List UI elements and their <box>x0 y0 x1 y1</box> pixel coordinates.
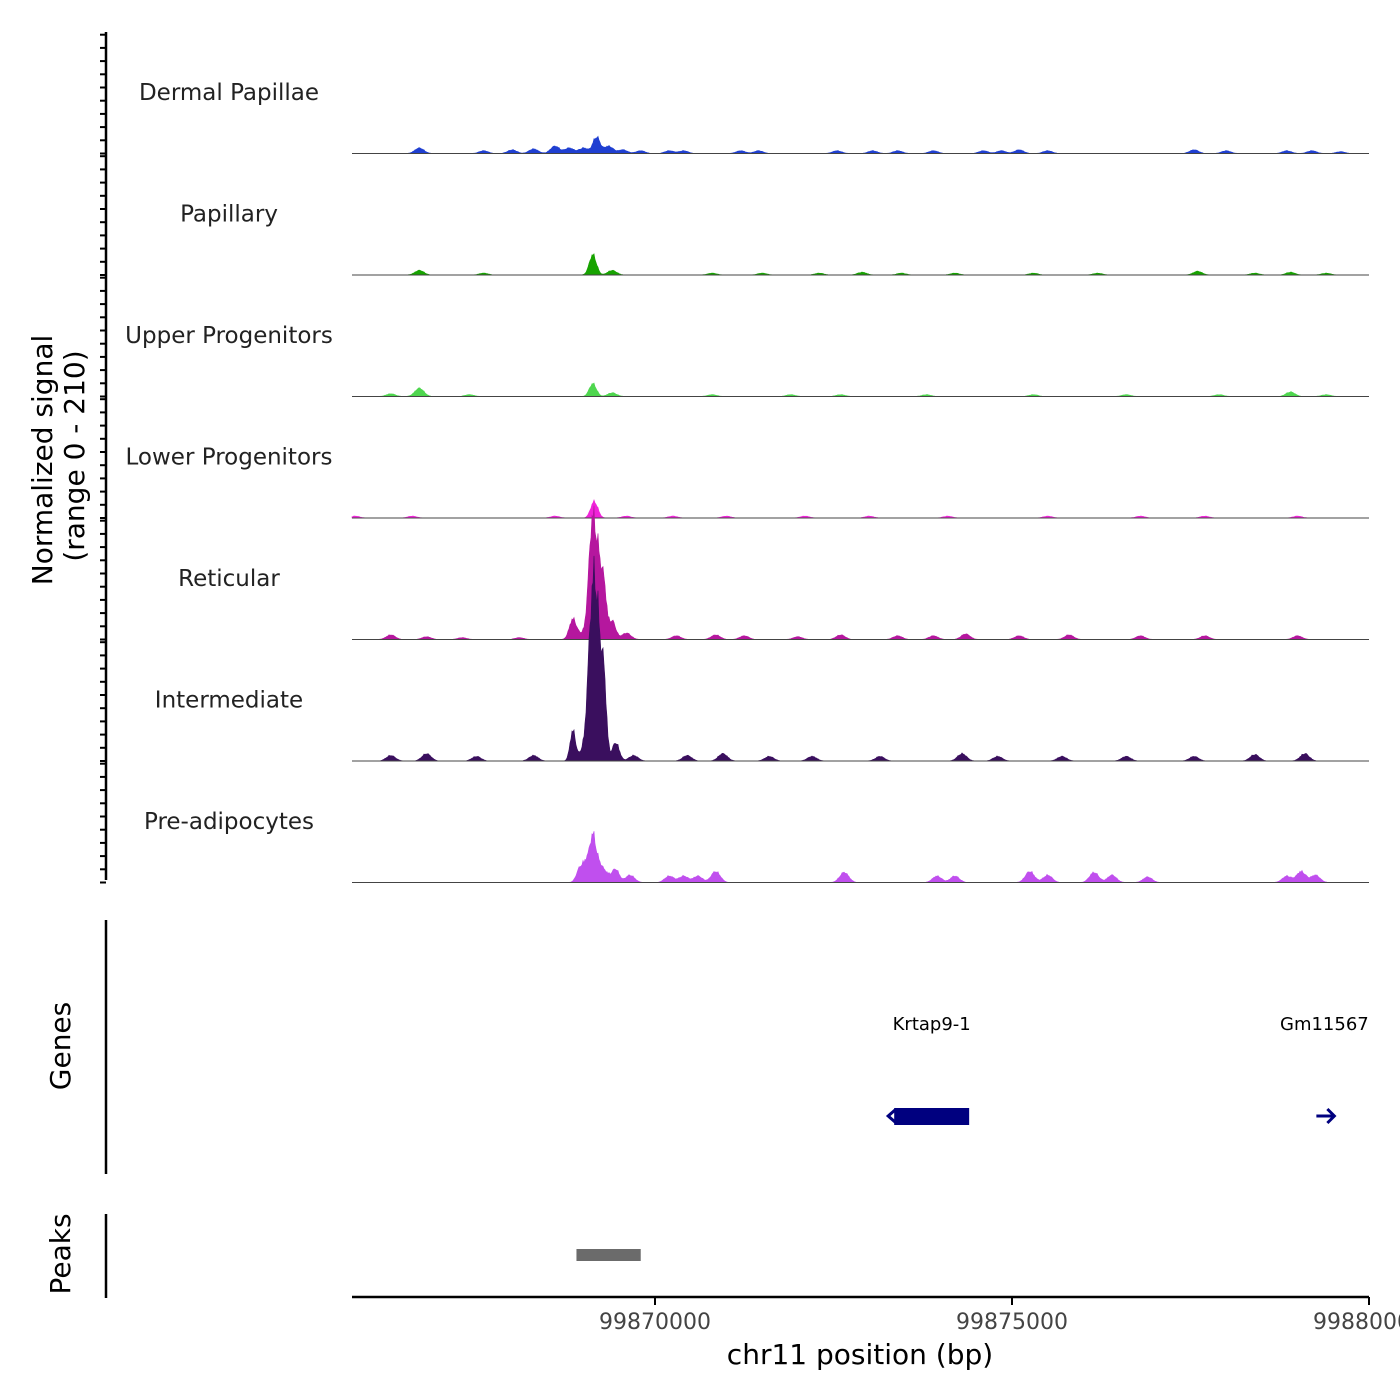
gene-body <box>894 1108 970 1125</box>
genes-track: Krtap9-1 Gm11567 <box>885 1014 1369 1125</box>
gene-label: Gm11567 <box>1280 1014 1369 1035</box>
track-intermediate: Intermediate <box>155 555 1369 762</box>
signal-area <box>352 505 1369 640</box>
track-papillary: Papillary <box>180 202 1369 276</box>
signal-area <box>352 831 1369 883</box>
signal-area <box>351 498 1369 519</box>
track-label: Upper Progenitors <box>125 323 333 349</box>
gene-gm11567: Gm11567 <box>1280 1014 1369 1125</box>
peaks-track-label: Peaks <box>44 1213 77 1294</box>
track-dermal-papillae: Dermal Papillae <box>139 80 1369 154</box>
gene-krtap9-1: Krtap9-1 <box>885 1014 971 1125</box>
track-label: Dermal Papillae <box>139 80 319 106</box>
peaks-track <box>576 1249 641 1261</box>
signal-area <box>352 253 1369 276</box>
gene-label: Krtap9-1 <box>893 1014 971 1035</box>
peak-region <box>576 1249 641 1261</box>
track-upper-progenitors: Upper Progenitors <box>125 323 1369 397</box>
signal-area <box>352 382 1369 397</box>
signal-axis-range-label: (range 0 - 210) <box>58 350 91 561</box>
track-pre-adipocytes: Pre-adipocytes <box>144 809 1369 883</box>
x-tick-label: 99870000 <box>599 1310 711 1335</box>
genes-track-label: Genes <box>44 1002 77 1090</box>
signal-tracks: Dermal Papillae Papillary Upper Progenitor… <box>125 80 1369 883</box>
strand-arrow <box>1316 1107 1337 1125</box>
x-axis-label: chr11 position (bp) <box>727 1338 993 1371</box>
x-axis-ticks: 99870000 99875000 99880000 <box>599 1297 1400 1335</box>
track-lower-progenitors: Lower Progenitors <box>126 445 1369 519</box>
track-label: Pre-adipocytes <box>144 809 314 835</box>
signal-area <box>352 135 1369 154</box>
track-label: Papillary <box>180 202 278 228</box>
signal-axis-ticks <box>100 33 106 884</box>
signal-axis-label: Normalized signal <box>26 335 59 586</box>
strand-arrow <box>885 1107 898 1125</box>
track-label: Intermediate <box>155 688 303 714</box>
signal-area <box>352 555 1369 762</box>
track-label: Lower Progenitors <box>126 445 333 471</box>
x-tick-label: 99880000 <box>1313 1310 1400 1335</box>
track-reticular: Reticular <box>178 505 1369 640</box>
track-label: Reticular <box>178 566 280 592</box>
x-tick-label: 99875000 <box>956 1310 1068 1335</box>
